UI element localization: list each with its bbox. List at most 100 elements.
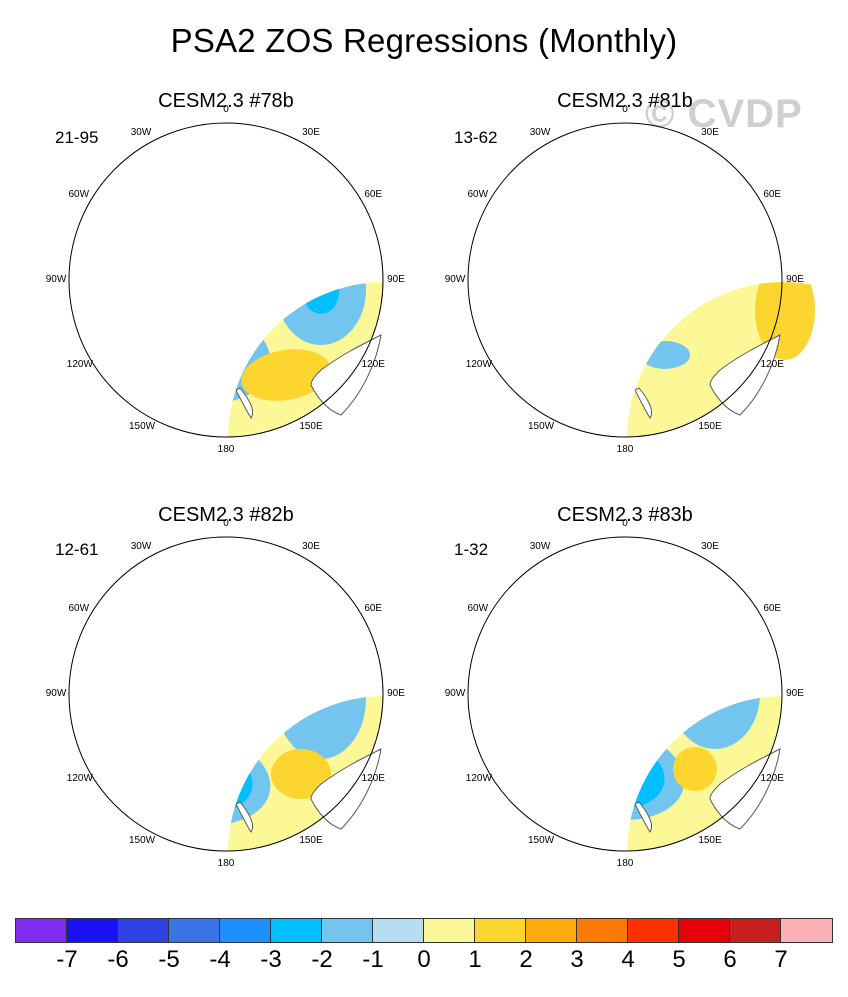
regression-contour — [670, 696, 760, 749]
longitude-tick-label: 90E — [786, 688, 804, 699]
longitude-tick-label: 150E — [698, 835, 722, 847]
regression-contour — [549, 298, 605, 358]
longitude-tick-label: 90W — [45, 274, 67, 285]
colorbar-swatch — [15, 918, 68, 943]
regression-contour — [640, 341, 690, 369]
map-border — [68, 536, 384, 852]
longitude-tick-label: 30W — [130, 126, 152, 138]
panel-title: CESM2.3 #82b — [158, 504, 294, 526]
longitude-tick-label: 120E — [361, 773, 385, 784]
panel-title: CESM2.3 #78b — [158, 90, 294, 112]
colorbar-swatch — [219, 918, 272, 943]
longitude-tick-label: 90W — [444, 274, 466, 285]
panel-title: CESM2.3 #83b — [557, 504, 693, 526]
map-border — [68, 122, 384, 438]
land-antarctica — [228, 696, 282, 745]
regression-contour — [145, 245, 197, 290]
longitude-tick-label: 30W — [529, 540, 551, 552]
land-southAmerica — [71, 584, 151, 665]
longitude-tick-label: 30W — [130, 540, 152, 552]
panel-ensemble-label: 12-61 — [55, 540, 99, 559]
regression-contour — [475, 290, 525, 350]
panel-ensemble-label: 1-32 — [454, 540, 489, 559]
longitude-tick-label: 30E — [302, 126, 320, 138]
colorbar-label: 4 — [621, 946, 635, 973]
colorbar-label: -5 — [158, 946, 180, 973]
regression-contour — [271, 749, 331, 799]
regression-contour — [520, 604, 630, 664]
longitude-tick-label: 60W — [68, 603, 90, 614]
regression-contour — [558, 305, 592, 345]
longitude-tick-label: 30W — [529, 126, 551, 138]
polar-map — [467, 122, 815, 438]
longitude-tick-label: 180 — [217, 444, 235, 455]
colorbar-swatch — [168, 918, 221, 943]
regression-contour — [673, 747, 717, 791]
colorbar-label: 1 — [468, 946, 482, 973]
panel-title: CESM2.3 #81b — [557, 90, 693, 112]
regression-contour — [533, 285, 617, 375]
longitude-tick-label: 60E — [364, 603, 383, 614]
longitude-tick-label: 0 — [223, 104, 229, 115]
colorbar-swatch — [66, 918, 119, 943]
colorbar-label: -2 — [311, 946, 333, 973]
colorbar-swatch — [423, 918, 476, 943]
colorbar-label: 6 — [723, 946, 737, 973]
regression-contour — [129, 659, 212, 719]
colorbar-swatch — [117, 918, 170, 943]
regression-contour — [106, 549, 266, 639]
regression-contour — [228, 282, 234, 299]
longitude-tick-label: 60E — [763, 189, 782, 200]
longitude-tick-label: 90W — [45, 688, 67, 699]
colorbar-swatch — [270, 918, 323, 943]
longitude-tick-label: 90E — [786, 274, 804, 285]
longitude-tick-label: 150E — [698, 421, 722, 433]
regression-contour — [303, 282, 339, 314]
regression-contour — [475, 559, 595, 629]
regression-contour — [531, 680, 616, 748]
longitude-tick-label: 150E — [299, 835, 323, 847]
regression-contour — [124, 225, 218, 305]
map-border — [467, 536, 783, 852]
longitude-tick-label: 90W — [444, 688, 466, 699]
colorbar-swatch — [525, 918, 578, 943]
land-southAmerica — [470, 584, 550, 665]
longitude-tick-label: 120E — [361, 359, 385, 370]
longitude-tick-label: 120W — [66, 773, 93, 784]
polar-map — [68, 122, 384, 438]
longitude-tick-label: 30E — [302, 540, 320, 552]
longitude-tick-label: 30E — [701, 540, 719, 552]
longitude-tick-label: 120E — [760, 359, 784, 370]
colorbar-swatch — [576, 918, 629, 943]
longitude-tick-label: 0 — [622, 518, 628, 529]
regression-contour — [137, 309, 215, 370]
longitude-tick-label: 180 — [616, 858, 634, 869]
longitude-tick-label: 150W — [129, 421, 156, 433]
regression-contour — [228, 756, 231, 802]
longitude-tick-label: 30E — [701, 126, 719, 138]
colorbar-label: 3 — [570, 946, 584, 973]
land-southAmerica — [470, 170, 550, 251]
colorbar-label: 0 — [417, 946, 431, 973]
land-nz — [634, 801, 653, 833]
cvdp-watermark: © CVDP — [645, 92, 803, 136]
longitude-tick-label: 90E — [387, 274, 405, 285]
panel-ensemble-label: 13-62 — [454, 128, 498, 147]
regression-contour — [535, 130, 695, 190]
land-nz — [634, 387, 653, 419]
land-antarctica — [627, 282, 681, 331]
regression-contour — [100, 636, 231, 732]
land-antarctica — [228, 282, 282, 331]
polar-map — [68, 536, 384, 852]
regression-contour — [515, 280, 625, 390]
colorbar-swatch — [678, 918, 731, 943]
regression-contour — [241, 349, 331, 401]
land-nz — [235, 387, 254, 419]
longitude-tick-label: 0 — [622, 104, 628, 115]
regression-contour — [276, 282, 366, 345]
longitude-tick-label: 120W — [465, 359, 492, 370]
regression-contour — [228, 306, 236, 384]
colorbar-swatch — [372, 918, 425, 943]
land-antarctica — [627, 696, 681, 745]
longitude-tick-label: 150E — [299, 421, 323, 433]
